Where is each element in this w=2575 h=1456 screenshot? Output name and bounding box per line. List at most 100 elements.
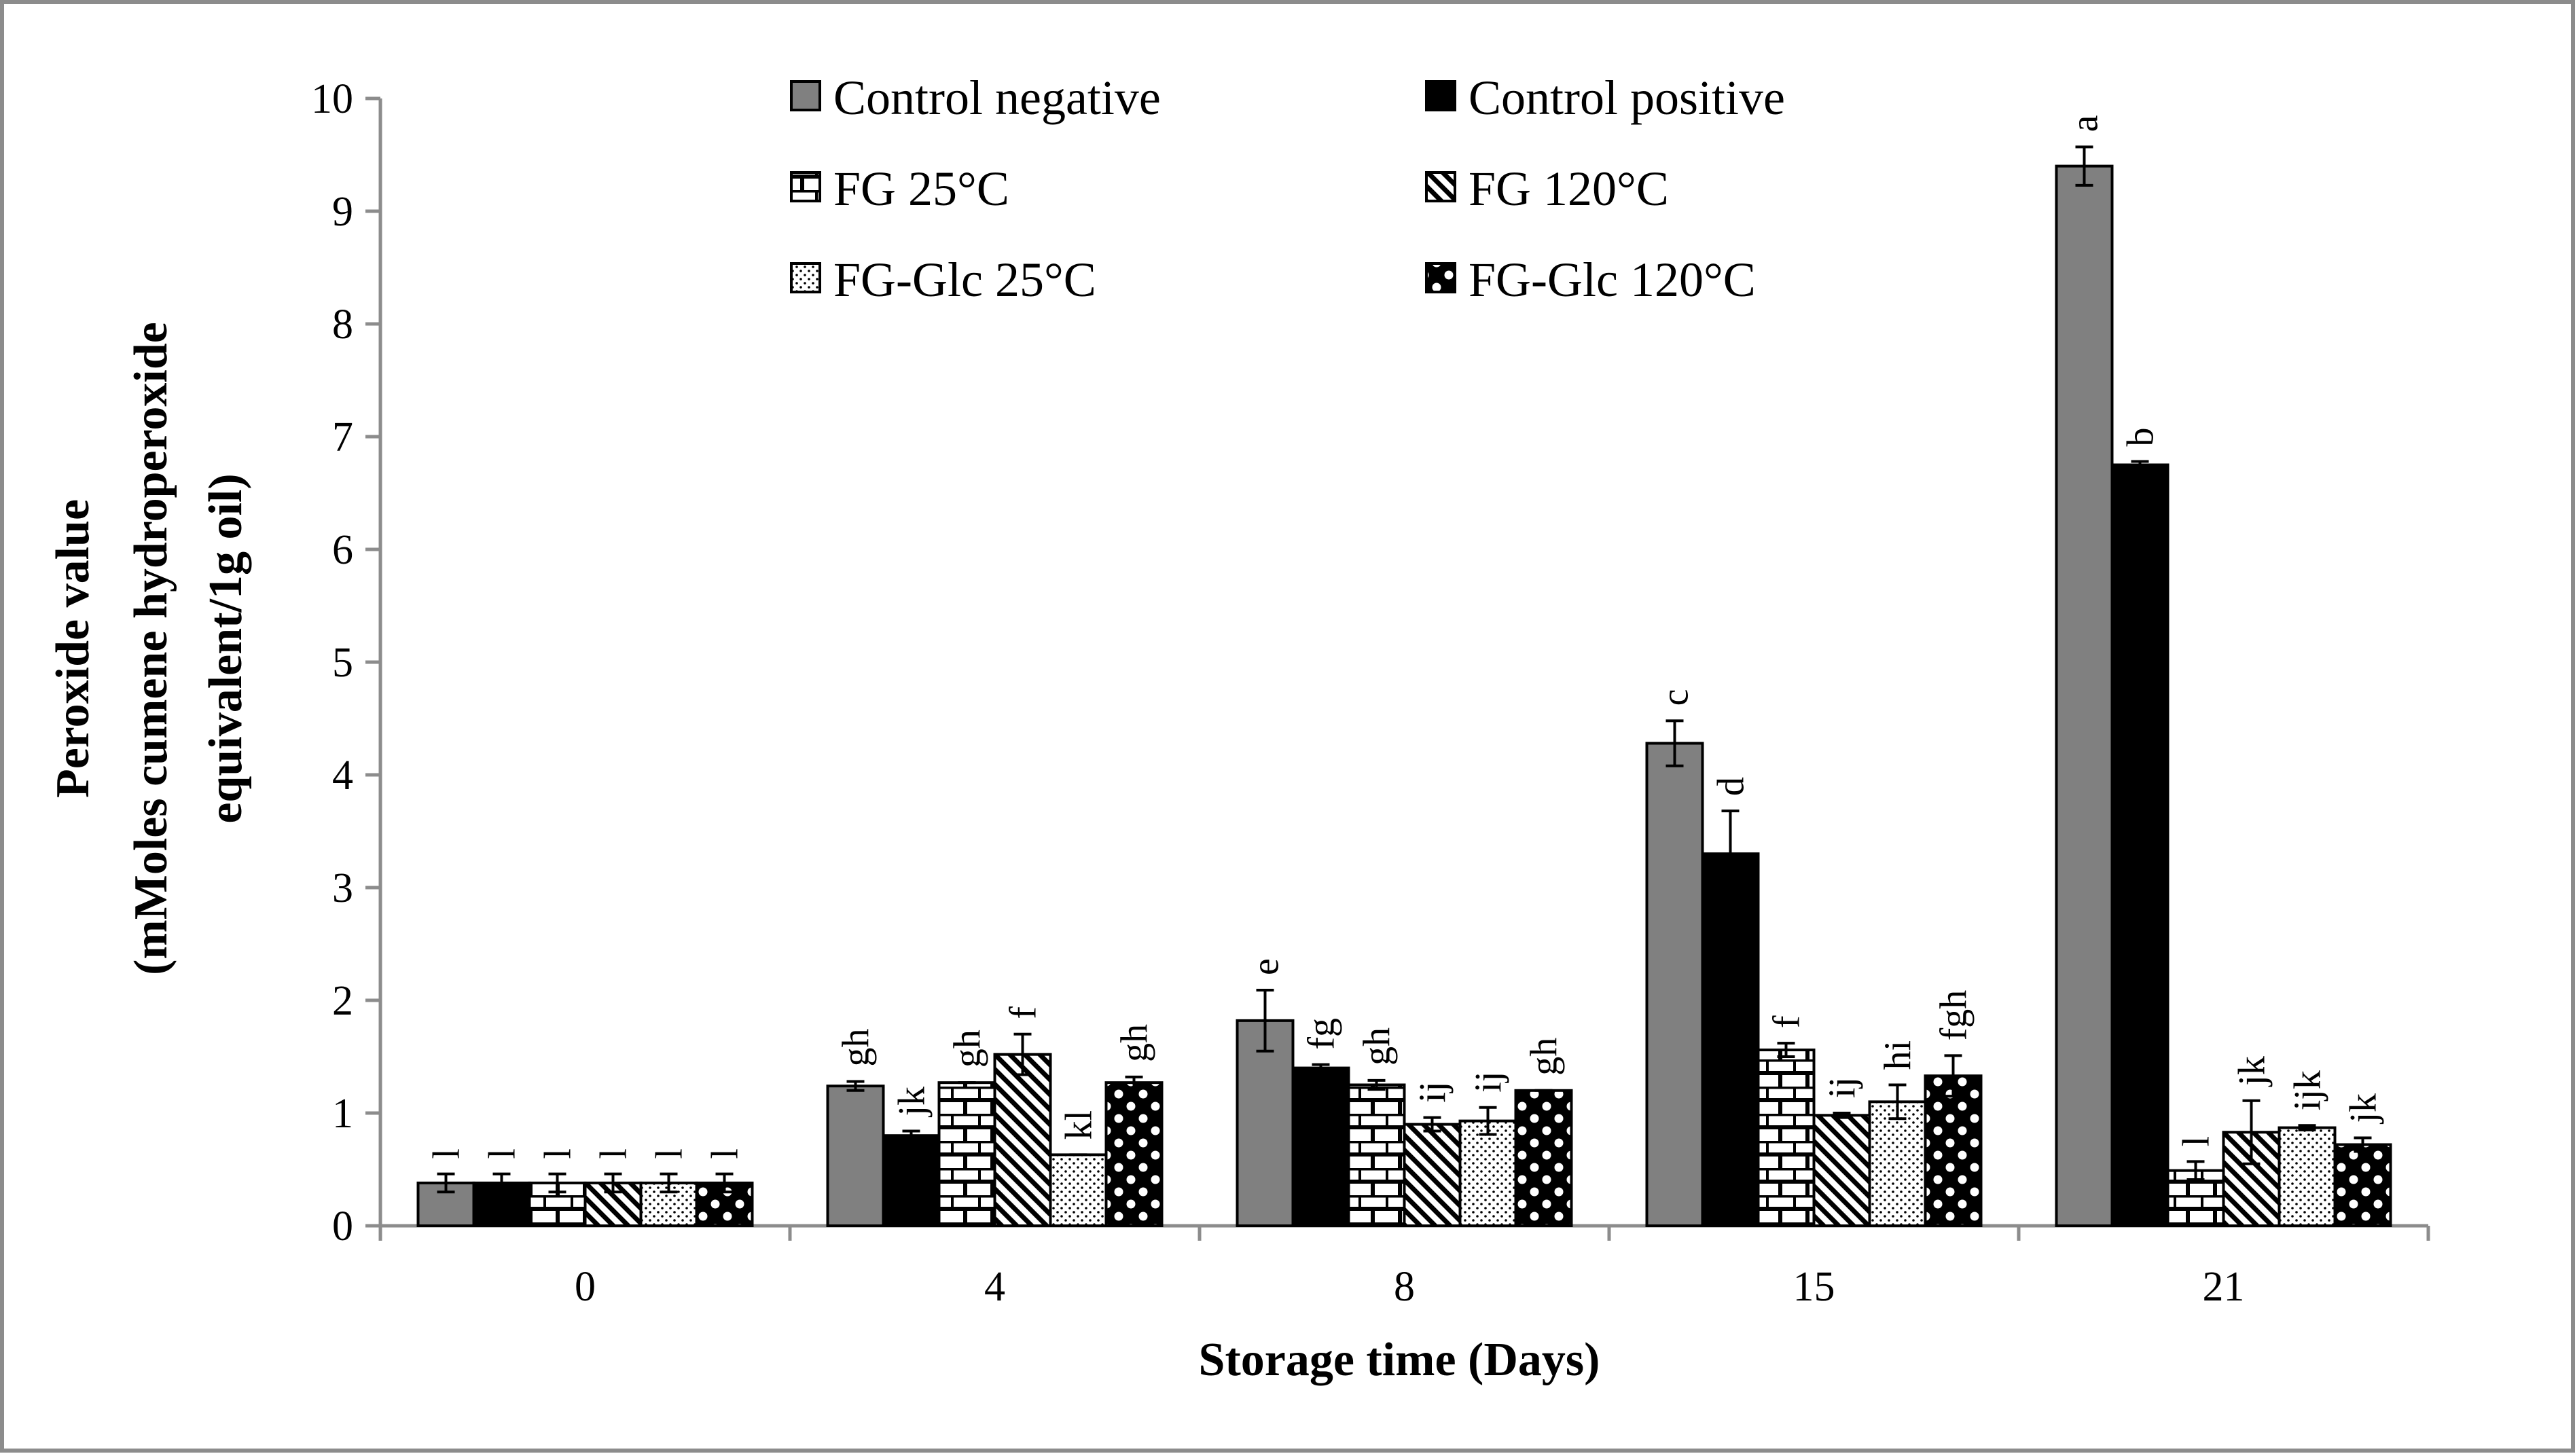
significance-label: gh xyxy=(835,1029,878,1067)
legend-label: FG-Glc 25°C xyxy=(833,253,1096,307)
error-bar xyxy=(846,1080,865,1092)
x-tick-label: 21 xyxy=(2203,1264,2245,1310)
y-axis-title-line-1: Peroxide value xyxy=(47,499,99,798)
bar xyxy=(1757,1049,1816,1228)
significance-label: ijk xyxy=(2287,1070,2329,1110)
significance-label: c xyxy=(1655,689,1697,706)
significance-label: jk xyxy=(891,1087,933,1118)
error-bar xyxy=(715,1172,734,1194)
significance-label: l xyxy=(593,1148,635,1159)
error-bar xyxy=(1256,989,1274,1053)
bar xyxy=(2055,164,2114,1228)
legend-label: FG 120°C xyxy=(1469,162,1669,216)
significance-label: l xyxy=(649,1148,691,1159)
legend: Control negative Control positive FG 25°C F… xyxy=(790,71,1785,307)
legend-swatch xyxy=(790,262,821,293)
bar xyxy=(882,1134,941,1227)
error-bar xyxy=(1367,1078,1386,1091)
error-bar xyxy=(1423,1116,1441,1133)
bar xyxy=(1236,1019,1295,1227)
y-tick-label: 10 xyxy=(311,76,353,122)
y-tick-label: 4 xyxy=(332,752,353,799)
error-bar xyxy=(1888,1083,1907,1121)
x-axis-title: Storage time (Days) xyxy=(1199,1334,1600,1386)
y-tick-label: 3 xyxy=(332,865,353,911)
error-bar xyxy=(1721,809,1740,898)
error-bar xyxy=(604,1172,622,1194)
bar xyxy=(2277,1126,2337,1227)
bar xyxy=(1291,1066,1350,1227)
x-tick-label: 8 xyxy=(1394,1264,1415,1310)
error-bar xyxy=(492,1172,511,1194)
significance-label: l xyxy=(2176,1136,2218,1147)
bar xyxy=(1514,1089,1573,1228)
significance-label: fg xyxy=(1301,1018,1343,1050)
significance-label: fgh xyxy=(1933,990,1975,1041)
significance-label: gh xyxy=(1356,1027,1399,1066)
legend-swatch xyxy=(790,80,821,111)
significance-label: jk xyxy=(2231,1056,2273,1087)
y-tick-label: 1 xyxy=(332,1091,353,1137)
error-bar xyxy=(1833,1112,1851,1119)
x-tick-label: 0 xyxy=(575,1264,596,1310)
error-bar xyxy=(660,1172,678,1194)
significance-label: ij xyxy=(1412,1082,1454,1103)
significance-label: l xyxy=(704,1148,746,1159)
bar xyxy=(2110,463,2169,1227)
error-bar xyxy=(1944,1054,1962,1098)
error-bar xyxy=(1777,1042,1795,1058)
y-tick-label: 6 xyxy=(332,527,353,573)
error-bar xyxy=(1479,1106,1497,1136)
significance-label: hi xyxy=(1877,1040,1920,1070)
significance-label: a xyxy=(2064,115,2106,132)
y-tick-label: 2 xyxy=(332,978,353,1024)
y-tick-label: 7 xyxy=(332,414,353,460)
significance-label: gh xyxy=(1114,1024,1156,1062)
legend-label: Control negative xyxy=(833,71,1161,125)
error-bar xyxy=(2186,1160,2205,1181)
y-axis-title: Peroxide value (mMoles cumene hydroperox… xyxy=(47,322,252,975)
y-tick-label: 5 xyxy=(332,640,353,686)
bar xyxy=(1104,1081,1164,1228)
significance-label: ij xyxy=(1468,1072,1510,1093)
error-bar xyxy=(2354,1136,2372,1153)
y-tick-label: 9 xyxy=(332,189,353,235)
significance-label: gh xyxy=(1524,1038,1566,1076)
error-bar xyxy=(2242,1099,2261,1165)
error-bar xyxy=(1312,1063,1330,1073)
legend-label: Control positive xyxy=(1469,71,1785,125)
significance-label: kl xyxy=(1058,1110,1100,1140)
bar xyxy=(826,1085,885,1228)
bar xyxy=(1403,1123,1462,1227)
significance-label: l xyxy=(482,1148,524,1159)
bar xyxy=(993,1053,1052,1228)
error-bar xyxy=(1013,1032,1032,1076)
bar xyxy=(2333,1143,2392,1227)
y-axis-title-line-3: equivalent/1g oil) xyxy=(200,473,252,823)
significance-label: f xyxy=(1766,1015,1808,1028)
significance-label: b xyxy=(2120,428,2162,447)
y-axis-title-line-2: (mMoles cumene hydroperoxide xyxy=(125,322,177,975)
y-tick-label: 8 xyxy=(332,302,353,348)
legend-swatch xyxy=(1425,262,1456,293)
significance-label: d xyxy=(1710,777,1752,796)
significance-label: l xyxy=(426,1148,468,1159)
legend-swatch xyxy=(1425,171,1456,202)
significance-label: gh xyxy=(947,1030,989,1068)
x-tick-label: 4 xyxy=(984,1264,1005,1310)
y-tick-label: 0 xyxy=(332,1203,353,1250)
error-bar xyxy=(2298,1124,2316,1131)
bar xyxy=(1458,1119,1517,1227)
error-bar xyxy=(2131,460,2149,470)
significance-label: e xyxy=(1245,958,1287,975)
legend-label: FG-Glc 120°C xyxy=(1469,253,1756,307)
bar xyxy=(1812,1114,1871,1227)
legend-swatch xyxy=(1425,80,1456,111)
error-bar xyxy=(548,1172,566,1194)
legend-swatch xyxy=(790,171,821,202)
significance-label: jk xyxy=(2343,1093,2385,1125)
significance-label: f xyxy=(1003,1006,1045,1019)
